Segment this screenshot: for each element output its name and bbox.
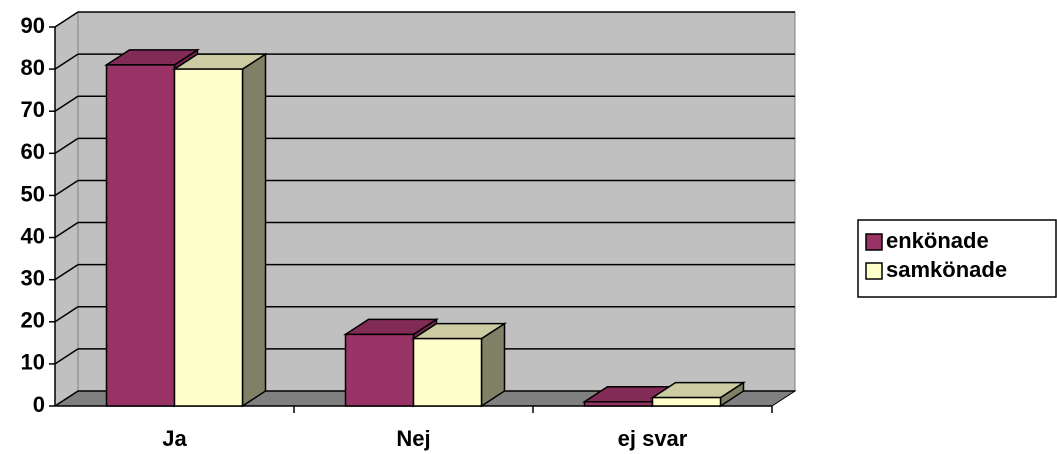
y-tick-label: 70: [21, 97, 45, 122]
grid-line: [54, 179, 79, 197]
bar: [105, 64, 176, 407]
y-tick-label: 20: [21, 308, 45, 333]
y-tick-label: 80: [21, 55, 45, 80]
y-tick-label: 50: [21, 181, 45, 206]
bar: [583, 401, 654, 407]
y-tick-label: 40: [21, 223, 45, 248]
legend-swatch: [865, 262, 883, 280]
bar-side: [241, 52, 267, 408]
x-tick-label: ej svar: [618, 426, 688, 451]
grid-line: [54, 348, 79, 365]
grid-line: [54, 137, 79, 154]
y-tick-label: 0: [33, 392, 45, 417]
y-tick-label: 90: [21, 13, 45, 38]
y-tick-label: 10: [21, 350, 45, 375]
x-tick-label: Ja: [162, 426, 187, 451]
bar: [173, 68, 244, 407]
legend-label: enkönade: [886, 228, 989, 253]
grid-line: [54, 11, 79, 28]
bar: [651, 396, 722, 407]
y-tick-label: 60: [21, 139, 45, 164]
legend-swatch: [865, 233, 883, 251]
grid-line: [54, 306, 79, 323]
legend-label: samkönade: [886, 257, 1007, 282]
bar: [412, 337, 483, 407]
x-tick-label: Nej: [396, 426, 430, 451]
grid-line: [54, 221, 79, 239]
grid-line: [54, 390, 79, 407]
grid-line: [54, 264, 79, 281]
legend-box: [857, 219, 1057, 298]
bar: [344, 333, 415, 407]
grid-line: [54, 53, 79, 70]
y-tick-label: 30: [21, 265, 45, 290]
grid-line: [54, 95, 79, 112]
side-wall: [54, 11, 79, 407]
